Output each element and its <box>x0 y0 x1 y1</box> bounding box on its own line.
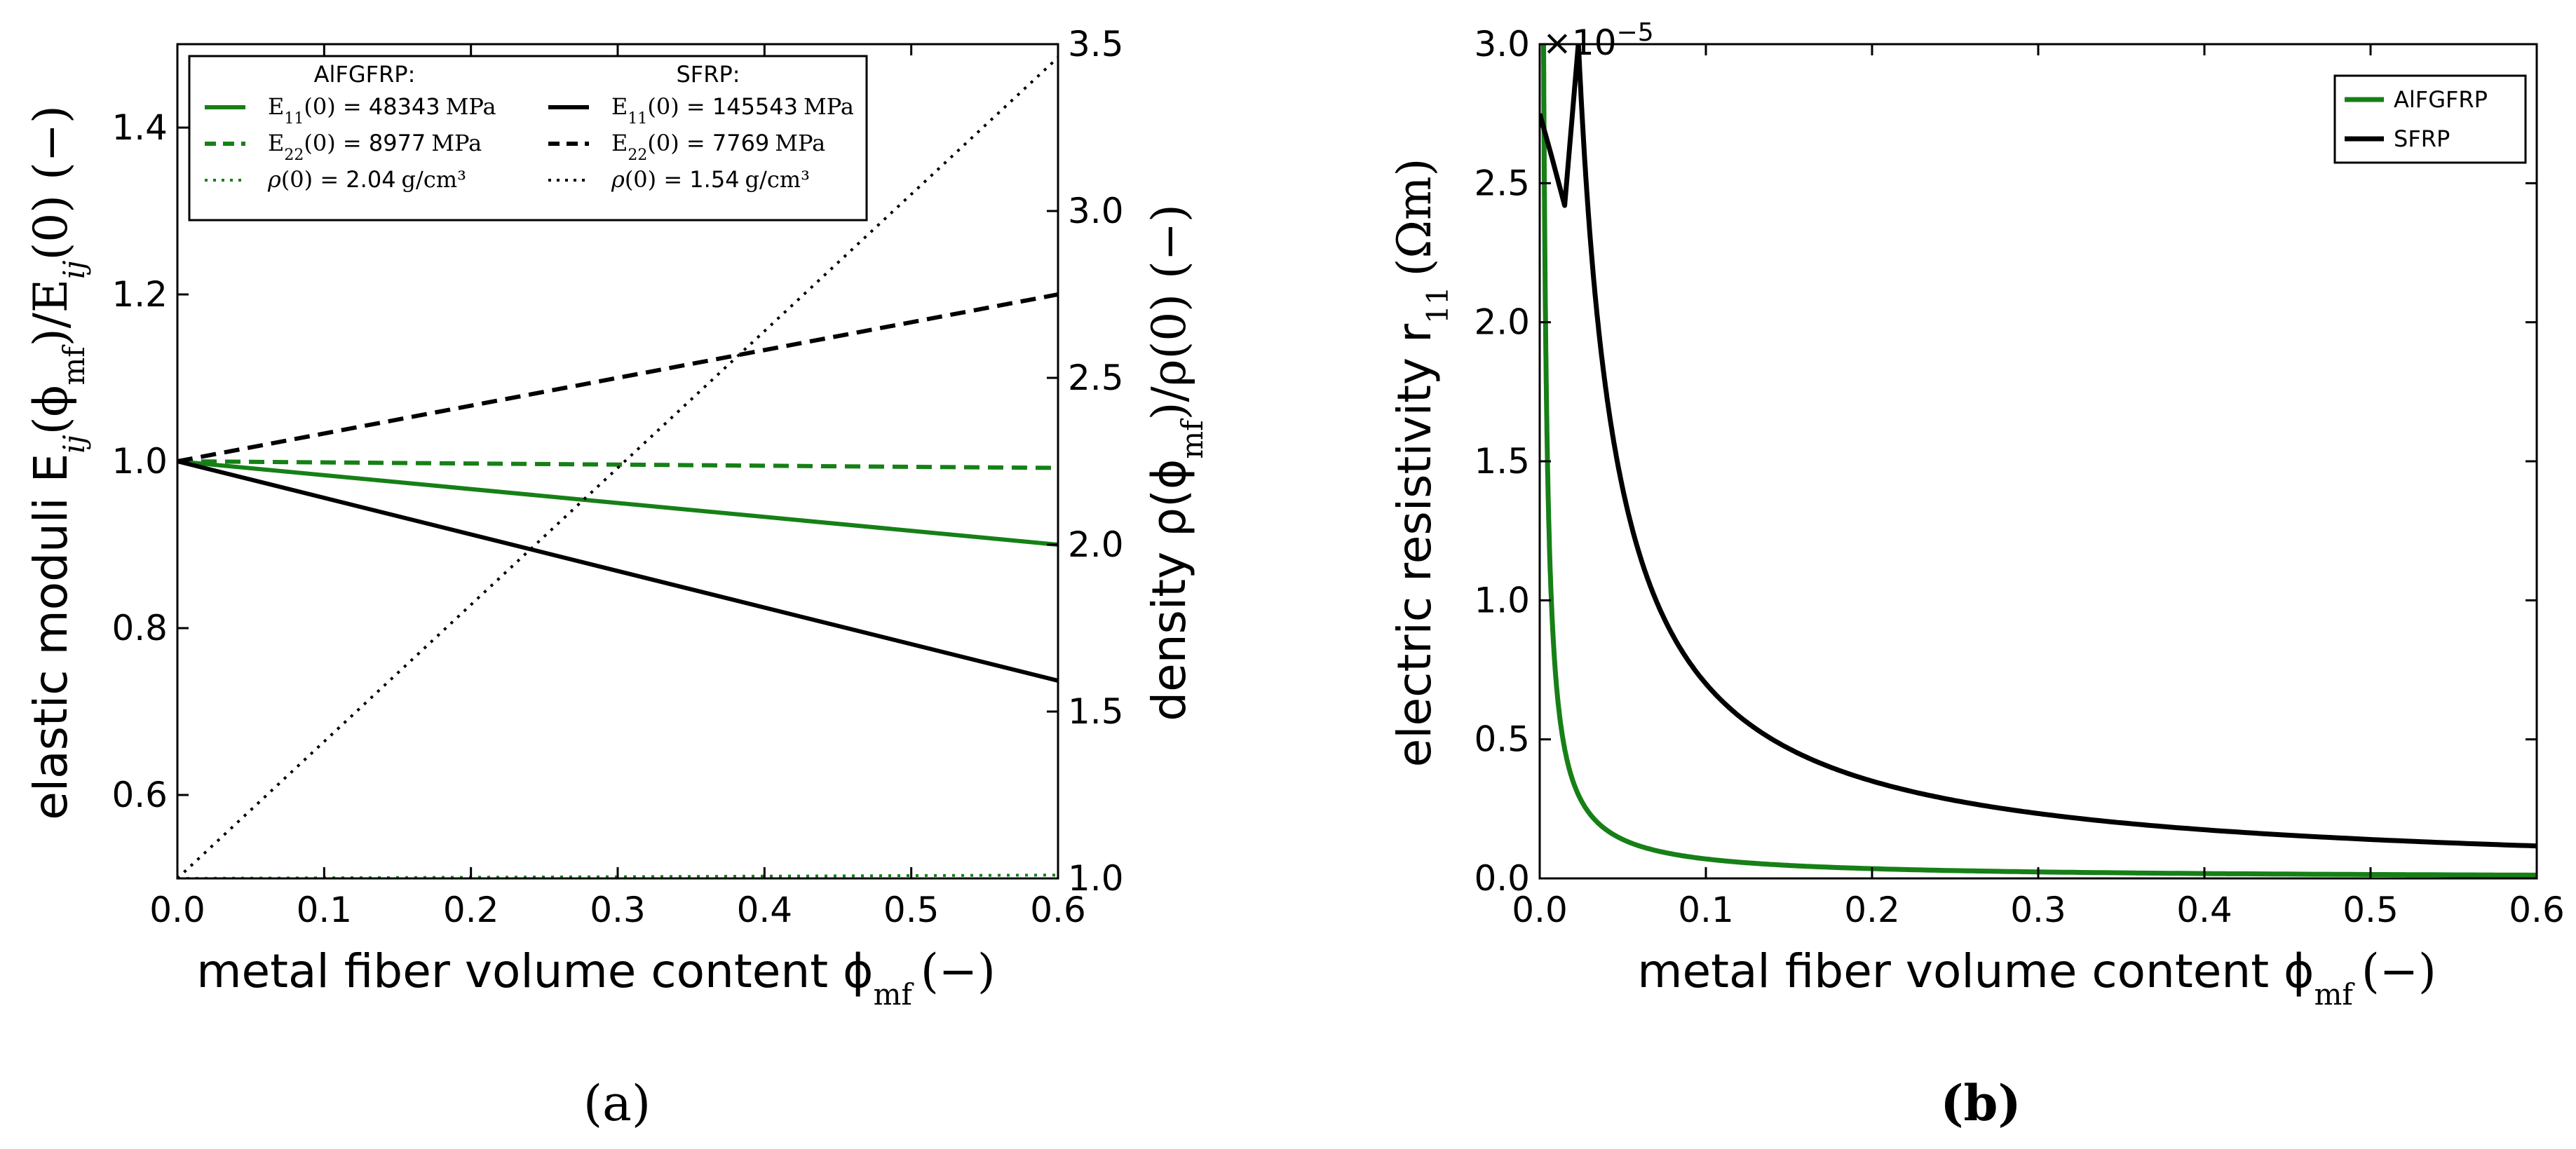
panel-b-ticks: 0.0 0.1 0.2 0.3 0.4 0.5 0.6 0.0 0.5 1.0 1.5 2.0 2.5 3… <box>1474 24 2564 930</box>
ylabel-right-rest: )/ρ(0) (−) <box>1142 204 1196 420</box>
ylabel-left-main: elastic moduli E <box>24 454 78 820</box>
panel-b-xlabel-main: metal fiber volume content ϕ <box>1637 944 2314 998</box>
panel-b-x-axis-label: metal fiber volume content ϕmf (−) <box>1637 944 2436 1012</box>
legend-entry-4: E22(0) = 7769 MPa <box>548 130 825 164</box>
panel-a-y-left-tick-label: 0.6 <box>111 775 168 815</box>
panel-b-chart: 0.0 0.1 0.2 0.3 0.4 0.5 0.6 0.0 0.5 1.0 1.5 2.0 2.5 3… <box>1388 18 2565 1133</box>
panel-a-y-axis-label-right: density ρ(ϕmf)/ρ(0) (−) <box>1142 204 1209 721</box>
panel-b-series-line-0 <box>1541 44 2537 878</box>
panel-b-x-tick-label: 0.0 <box>1512 890 1568 930</box>
panel-a-xlabel-unit: (−) <box>921 944 996 998</box>
legend-entry-b-1: SFRP <box>2345 125 2450 152</box>
panel-a-x-tick-label: 0.6 <box>1030 890 1086 930</box>
panel-b-x-tick-label: 0.6 <box>2509 890 2565 930</box>
panel-b-x-tick-label: 0.3 <box>2010 890 2066 930</box>
panel-a-x-tick-label: 0.5 <box>883 890 940 930</box>
legend-header-alfgfrp: AlFGFRP: <box>314 61 416 88</box>
legend-label: E11(0) = 145543 MPa <box>611 93 854 128</box>
panel-b-y-tick-label: 3.0 <box>1474 24 1530 64</box>
panel-a-x-axis-label: metal fiber volume content ϕmf (−) <box>196 944 996 1012</box>
panel-a-y-right-tick-label: 1.5 <box>1068 691 1124 732</box>
panel-a-y-right-tick-label: 3.0 <box>1068 191 1124 231</box>
ylabel-left-sub1: ij <box>57 435 91 453</box>
ylabel-left-p4: )/E <box>24 279 78 346</box>
scale-text: ×10 <box>1543 22 1617 63</box>
panel-a-series-line-0 <box>177 459 1058 547</box>
panel-a-x-tick-label: 0.0 <box>149 890 205 930</box>
legend-entry-1: E22(0) = 8977 MPa <box>205 130 482 164</box>
panel-a-y-left-tick-label: 1.0 <box>111 441 168 482</box>
panel-a-y-left-tick-label: 1.2 <box>111 274 168 315</box>
legend-header-sfrp: SFRP: <box>676 61 740 88</box>
ylabel-left-p2: (ϕ <box>24 386 78 435</box>
panel-a-y-axis-label-left: elastic moduli Eij(ϕmf)/Eij(0) (−) <box>24 105 91 820</box>
legend-label: E22(0) = 7769 MPa <box>611 130 825 164</box>
legend-label: E22(0) = 8977 MPa <box>268 130 482 164</box>
panel-a-legend-box <box>188 55 868 222</box>
legend-label: ρ(0) = 1.54 g/cm³ <box>611 166 810 193</box>
legend-entry-5: ρ(0) = 1.54 g/cm³ <box>548 166 810 193</box>
scale-exp: −5 <box>1617 18 1654 47</box>
panel-b-scale-factor: ×10−5 <box>1543 18 1654 64</box>
panel-a-ticks: 0.0 0.1 0.2 0.3 0.4 0.5 0.6 0.6 0.8 1.0 1.2 1.4 1.0 1… <box>111 24 1123 930</box>
legend-entry-3: E11(0) = 145543 MPa <box>548 93 854 128</box>
panel-a-chart: 0.0 0.1 0.2 0.3 0.4 0.5 0.6 0.6 0.8 1.0 1.2 1.4 1.0 1… <box>24 24 1209 1132</box>
legend-label: E11(0) = 48343 MPa <box>268 93 496 128</box>
panel-a-label: (a) <box>583 1075 651 1132</box>
panel-b-legend-rows: AlFGFRP SFRP <box>2345 86 2488 152</box>
panel-b-xlabel-sub: mf <box>2314 977 2356 1012</box>
legend-entry-b-0: AlFGFRP <box>2345 86 2488 113</box>
panel-a-series-line-3 <box>177 459 1058 683</box>
panel-b-x-tick-label: 0.4 <box>2176 890 2232 930</box>
panel-a-y-right-tick-label: 2.0 <box>1068 524 1124 565</box>
panel-b-y-tick-label: 0.0 <box>1474 858 1530 899</box>
panel-a-y-right-tick-label: 1.0 <box>1068 858 1124 899</box>
panel-b-ylabel-main: electric resistivity r <box>1388 323 1442 767</box>
panel-b-series <box>1540 44 2537 878</box>
panel-b-y-tick-label: 1.0 <box>1474 580 1530 620</box>
panel-a-series-line-5 <box>177 56 1058 878</box>
panel-a-x-tick-label: 0.2 <box>443 890 499 930</box>
legend-label: ρ(0) = 2.04 g/cm³ <box>267 166 466 193</box>
panel-b-x-tick-label: 0.2 <box>1844 890 1900 930</box>
panel-a-xlabel-main: metal fiber volume content ϕ <box>196 944 873 998</box>
panel-b-legend: AlFGFRP SFRP <box>2333 74 2527 164</box>
panel-a-series-line-1 <box>177 459 1058 470</box>
legend-entry-0: E11(0) = 48343 MPa <box>205 93 496 128</box>
panel-b-series-line-1 <box>1540 44 2537 849</box>
panel-b-x-tick-label: 0.5 <box>2343 890 2399 930</box>
panel-b-xlabel-unit: (−) <box>2361 944 2436 998</box>
panel-a-x-tick-label: 0.1 <box>297 890 353 930</box>
ylabel-right-sub: mf <box>1175 418 1209 459</box>
panel-b-y-tick-label: 2.5 <box>1474 163 1530 203</box>
ylabel-left-sub3: ij <box>57 261 91 279</box>
panel-b-y-tick-label: 1.5 <box>1474 441 1530 482</box>
panel-a-x-tick-label: 0.3 <box>590 890 646 930</box>
ylabel-left-sub2: mf <box>57 344 91 386</box>
panel-b-x-tick-label: 0.1 <box>1678 890 1734 930</box>
legend-label: SFRP <box>2394 125 2450 152</box>
panel-b-ylabel-unit: (Ωm) <box>1388 158 1442 277</box>
panel-a-series-line-4 <box>177 292 1058 463</box>
panel-a-x-tick-label: 0.4 <box>737 890 793 930</box>
panel-a-y-right-tick-label: 2.5 <box>1068 358 1124 398</box>
legend-entry-2: ρ(0) = 2.04 g/cm³ <box>205 166 466 193</box>
panel-a-y-left-tick-label: 0.8 <box>111 608 168 648</box>
ylabel-right-main: density ρ(ϕ <box>1142 459 1196 721</box>
panel-b-y-axis-label: electric resistivity r11 (Ωm) <box>1388 158 1455 768</box>
panel-b-ylabel-sub: 11 <box>1421 286 1455 323</box>
panel-b-y-tick-label: 2.0 <box>1474 302 1530 343</box>
legend-label: AlFGFRP <box>2394 86 2488 113</box>
panel-a-y-left-tick-label: 1.4 <box>111 107 168 148</box>
panel-a-y-right-tick-label: 3.5 <box>1068 24 1124 64</box>
panel-b-label: (b) <box>1940 1074 2021 1132</box>
panel-a-xlabel-sub: mf <box>874 977 915 1012</box>
panel-b-y-tick-label: 0.5 <box>1474 719 1530 760</box>
panel-b-legend-box <box>2333 74 2527 164</box>
ylabel-left-p6: (0) (−) <box>24 105 78 260</box>
